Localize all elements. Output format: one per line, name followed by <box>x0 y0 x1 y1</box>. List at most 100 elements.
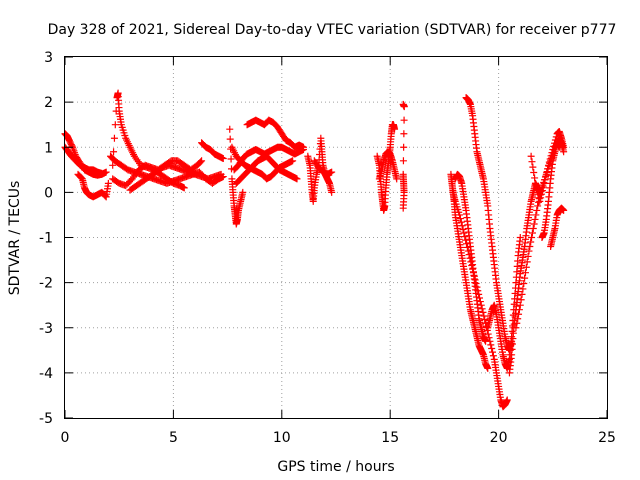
data-point <box>198 157 206 165</box>
data-point <box>516 301 524 309</box>
data-point <box>521 269 529 277</box>
data-point <box>518 290 526 298</box>
y-tick-label: -2 <box>39 276 53 292</box>
series-arc-r <box>399 100 408 212</box>
data-point <box>102 168 110 176</box>
data-point <box>98 169 106 177</box>
data-point <box>515 306 523 314</box>
series-arc-t <box>449 188 511 411</box>
data-point <box>523 258 531 266</box>
y-tick-label: -1 <box>39 231 53 247</box>
data-point <box>531 179 539 187</box>
grid-layer <box>65 57 607 418</box>
ticks-layer: -5 -4 -3 -2 -1 0 1 2 3 0 5 10 15 20 25 <box>39 50 616 446</box>
data-point <box>536 197 544 205</box>
data-point <box>487 341 495 349</box>
series-arc-z <box>527 127 568 205</box>
series-arc-o <box>310 157 336 178</box>
data-point <box>457 218 465 226</box>
data-point <box>482 337 490 345</box>
data-point <box>534 202 542 210</box>
data-point <box>219 155 227 163</box>
data-point <box>519 285 527 293</box>
data-point <box>503 396 511 404</box>
y-tick-label: -4 <box>39 366 53 382</box>
data-point <box>541 176 549 184</box>
y-tick-label: 0 <box>44 185 53 201</box>
series-arc-h <box>198 139 227 163</box>
data-point <box>525 247 533 255</box>
data-point <box>526 243 534 251</box>
data-point <box>484 364 492 372</box>
data-point <box>226 135 234 143</box>
data-point <box>520 280 528 288</box>
data-point <box>527 238 535 246</box>
data-point <box>328 188 336 196</box>
y-tick-label: 3 <box>44 50 53 66</box>
data-point <box>522 263 530 271</box>
x-tick-label: 20 <box>490 430 508 446</box>
data-point <box>68 142 76 150</box>
data-point <box>456 211 464 219</box>
data-point <box>517 296 525 304</box>
data-point <box>514 315 522 323</box>
data-point <box>399 157 407 165</box>
data-point <box>521 274 529 282</box>
x-axis-label: GPS time / hours <box>277 459 394 475</box>
x-tick-label: 25 <box>598 430 616 446</box>
data-point <box>489 348 497 356</box>
data-point <box>111 121 119 129</box>
data-point <box>227 155 235 163</box>
data-point <box>484 330 492 338</box>
series-arc-u <box>451 170 490 345</box>
series-arc-ab <box>547 204 568 251</box>
data-point <box>110 148 118 156</box>
data-point <box>489 352 497 360</box>
data-point <box>400 116 408 124</box>
data-point <box>391 125 399 133</box>
data-point <box>528 158 536 166</box>
data-point <box>544 165 552 173</box>
series-arc-m <box>243 116 307 151</box>
data-point <box>328 168 336 176</box>
data-point <box>530 220 538 228</box>
y-tick-label: 2 <box>44 95 53 111</box>
data-point <box>460 229 468 237</box>
data-point <box>479 308 487 316</box>
plot-frame <box>64 56 608 419</box>
y-tick-label: -3 <box>39 321 53 337</box>
series-arc-g <box>126 161 225 194</box>
series-arc-w <box>484 234 524 372</box>
x-tick-label: 15 <box>381 430 399 446</box>
data-point <box>488 345 496 353</box>
data-point <box>110 134 118 142</box>
data-point <box>513 319 521 327</box>
data-layer <box>61 89 568 411</box>
series-arc-l <box>232 152 301 187</box>
series-arc-i <box>226 125 247 228</box>
data-point <box>528 229 536 237</box>
data-point <box>462 236 470 244</box>
series-arc-y <box>512 134 568 332</box>
data-point <box>531 174 539 182</box>
data-point <box>293 175 301 183</box>
y-tick-label: 1 <box>44 140 53 156</box>
data-point <box>289 157 297 165</box>
data-point <box>400 103 408 111</box>
data-point <box>560 206 568 214</box>
chart-title: Day 328 of 2021, Sidereal Day-to-day VTE… <box>48 22 617 38</box>
data-point <box>104 179 112 187</box>
data-point <box>532 183 540 191</box>
data-point <box>480 312 488 320</box>
data-point <box>532 211 540 219</box>
data-point <box>516 234 524 241</box>
data-point <box>524 252 532 260</box>
data-point <box>515 310 523 318</box>
data-point <box>529 163 537 171</box>
data-point <box>400 143 408 151</box>
data-point <box>393 175 401 183</box>
data-point <box>540 179 548 187</box>
data-point <box>226 125 234 133</box>
data-point <box>533 206 541 214</box>
